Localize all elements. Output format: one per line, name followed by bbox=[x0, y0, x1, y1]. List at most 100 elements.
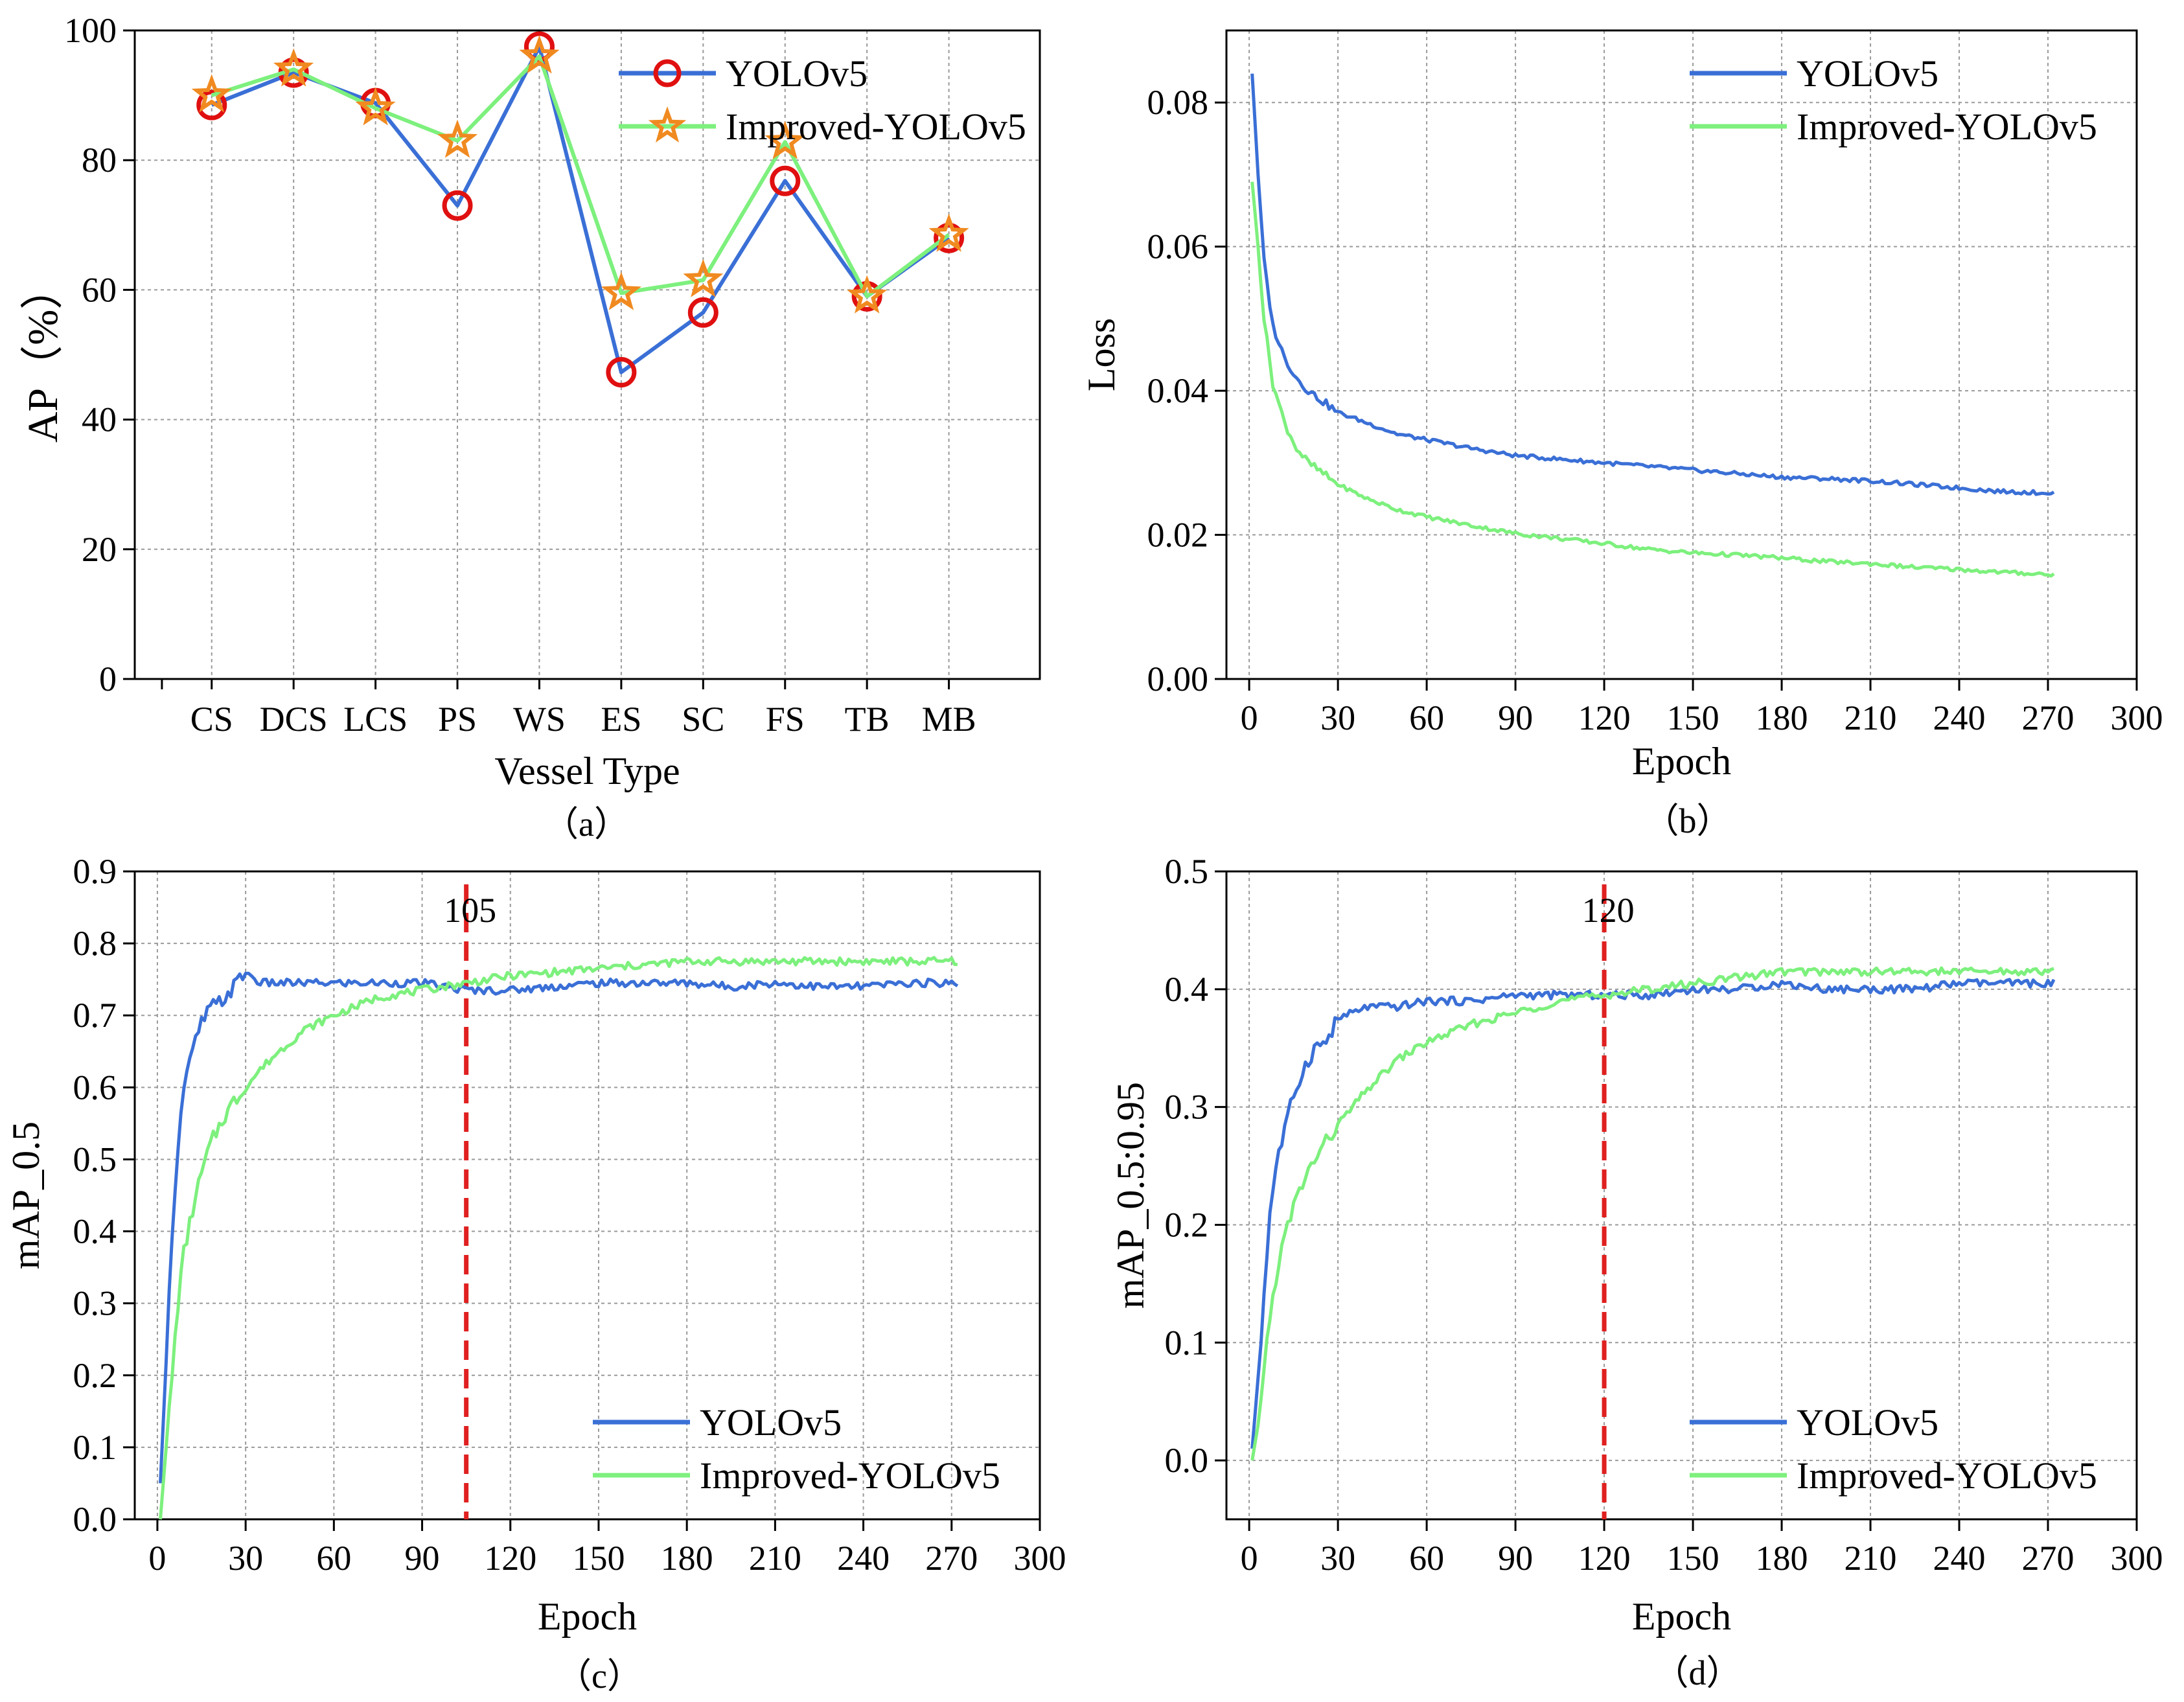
y-tick-label: 0.9 bbox=[73, 852, 117, 891]
x-tick-label: 30 bbox=[1320, 1539, 1355, 1578]
y-tick-label: 0.5 bbox=[1165, 852, 1209, 891]
x-tick-label: 90 bbox=[1498, 698, 1533, 737]
y-tick-label: 0.3 bbox=[73, 1284, 117, 1323]
series-line-yolov5 bbox=[211, 45, 950, 374]
legend-label-yolov5: YOLOv5 bbox=[1797, 52, 1938, 95]
y-tick-label: 0.8 bbox=[73, 924, 117, 963]
data-point-circle bbox=[770, 165, 801, 196]
legend-label-improved-yolov5: Improved-YOLOv5 bbox=[726, 106, 1026, 148]
legend-label-improved-yolov5: Improved-YOLOv5 bbox=[1797, 106, 2097, 148]
y-axis-title: mAP_0.5 bbox=[5, 1121, 47, 1269]
data-point-circle bbox=[934, 222, 965, 253]
y-tick-label: 0.2 bbox=[1165, 1205, 1209, 1244]
x-tick-label: 120 bbox=[484, 1539, 536, 1578]
y-tick-label: 0.1 bbox=[1165, 1323, 1209, 1362]
panel-caption: （b） bbox=[1644, 801, 1732, 840]
legend-label-yolov5: YOLOv5 bbox=[1797, 1401, 1938, 1443]
y-tick-label: 100 bbox=[64, 11, 117, 50]
x-tick-label: 0 bbox=[1241, 698, 1258, 737]
y-tick-label: 60 bbox=[82, 270, 117, 309]
x-tick-label: 300 bbox=[2111, 1539, 2163, 1578]
data-point-star bbox=[764, 121, 805, 159]
x-tick-label: LCS bbox=[343, 700, 408, 739]
x-tick-label: 90 bbox=[1498, 1539, 1533, 1578]
panel-caption: （c） bbox=[557, 1657, 642, 1696]
legend-label-improved-yolov5: Improved-YOLOv5 bbox=[1797, 1455, 2097, 1497]
y-tick-label: 40 bbox=[82, 400, 117, 439]
x-tick-label: 210 bbox=[749, 1539, 801, 1578]
x-tick-label: 270 bbox=[2022, 1539, 2075, 1578]
chart-panel-b: 0.00 0.02 0.04 0.06 0.08 0 30 60 90 120 150 180 210 2… bbox=[1080, 29, 2163, 840]
y-tick-label: 0.0 bbox=[73, 1500, 117, 1539]
y-tick-label: 0.4 bbox=[1165, 970, 1209, 1009]
x-tick-label: 270 bbox=[2022, 698, 2075, 737]
panel-caption: （d） bbox=[1654, 1653, 1741, 1692]
data-point-star bbox=[601, 271, 641, 310]
data-point-star bbox=[355, 87, 396, 126]
x-tick-label: MB bbox=[922, 700, 976, 739]
x-tick-label: 300 bbox=[2111, 698, 2163, 737]
data-point-star bbox=[683, 259, 724, 297]
x-tick-label: 180 bbox=[1756, 1539, 1808, 1578]
x-tick-label: 240 bbox=[1933, 1539, 1986, 1578]
series-line-improved-yolov5 bbox=[211, 54, 950, 299]
y-tick-label: 0 bbox=[99, 660, 117, 698]
y-tick-label: 0.4 bbox=[73, 1212, 117, 1251]
data-point-circle bbox=[196, 89, 227, 121]
x-tick-label: TB bbox=[845, 700, 890, 739]
y-tick-label: 20 bbox=[82, 530, 117, 569]
legend-marker-circle bbox=[653, 59, 682, 87]
x-tick-label: 270 bbox=[925, 1539, 978, 1578]
x-tick-label: 60 bbox=[1409, 1539, 1444, 1578]
x-tick-label: 150 bbox=[1667, 698, 1719, 737]
plot-frame bbox=[1225, 870, 2138, 1521]
x-tick-label: 180 bbox=[1756, 698, 1808, 737]
y-tick-label: 0.04 bbox=[1147, 371, 1209, 410]
data-point-circle bbox=[606, 357, 637, 388]
x-tick-label: 300 bbox=[1014, 1539, 1066, 1578]
x-tick-label: 120 bbox=[1578, 698, 1631, 737]
chart-panel-a: 0 20 40 60 80 100 CS DCS LCS PS WS ES SC FS TB MB YOLOv5… bbox=[19, 11, 1041, 844]
y-tick-label: 0.5 bbox=[73, 1140, 117, 1179]
y-tick-label: 0.3 bbox=[1165, 1088, 1209, 1127]
chart-panel-d: 0.0 0.1 0.2 0.3 0.4 0.5 0 30 60 90 120 150 180 210 240… bbox=[1109, 852, 2163, 1692]
data-point-circle bbox=[687, 297, 718, 328]
x-tick-label: 240 bbox=[1933, 698, 1986, 737]
legend-label-improved-yolov5: Improved-YOLOv5 bbox=[700, 1455, 1000, 1497]
y-axis-title: AP（%） bbox=[19, 267, 67, 443]
x-tick-label: 240 bbox=[837, 1539, 890, 1578]
data-point-star bbox=[273, 48, 314, 87]
x-tick-label: 180 bbox=[661, 1539, 713, 1578]
data-point-star bbox=[437, 119, 478, 158]
x-axis-title: Vessel Type bbox=[494, 750, 680, 792]
y-tick-label: 0.6 bbox=[73, 1068, 117, 1107]
series-line-improved-yolov5 bbox=[159, 956, 958, 1520]
series-line-yolov5 bbox=[159, 971, 959, 1484]
y-axis-title: Loss bbox=[1080, 318, 1123, 391]
y-tick-label: 0.02 bbox=[1147, 516, 1209, 555]
x-axis-title: Epoch bbox=[538, 1595, 637, 1638]
series-line-improved-yolov5 bbox=[1250, 966, 2054, 1461]
legend-label-yolov5: YOLOv5 bbox=[700, 1401, 842, 1443]
x-tick-label: 210 bbox=[1845, 698, 1897, 737]
x-tick-label: 0 bbox=[1241, 1539, 1258, 1578]
y-tick-label: 0.2 bbox=[73, 1356, 117, 1395]
legend-label-yolov5: YOLOv5 bbox=[726, 52, 868, 95]
data-point-circle bbox=[442, 190, 473, 221]
data-point-star bbox=[928, 213, 969, 252]
x-tick-label: 60 bbox=[1409, 698, 1444, 737]
y-tick-label: 0.1 bbox=[73, 1428, 117, 1467]
x-tick-label: 60 bbox=[316, 1539, 351, 1578]
series-line-yolov5 bbox=[1250, 73, 2055, 496]
series-line-yolov5 bbox=[1250, 978, 2056, 1449]
y-tick-label: 0.0 bbox=[1165, 1441, 1209, 1480]
x-tick-label: DCS bbox=[260, 700, 328, 739]
x-tick-label: 0 bbox=[148, 1539, 166, 1578]
x-tick-label: ES bbox=[601, 700, 641, 739]
plot-frame bbox=[133, 870, 1041, 1521]
x-tick-label: 30 bbox=[1320, 698, 1355, 737]
x-tick-label: WS bbox=[513, 700, 566, 739]
x-tick-label: FS bbox=[766, 700, 805, 739]
legend-marker-star bbox=[648, 106, 687, 143]
